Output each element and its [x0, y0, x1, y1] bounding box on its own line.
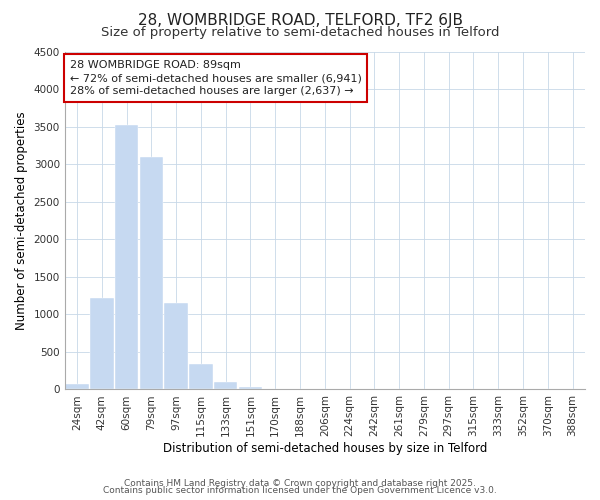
- Bar: [189, 364, 213, 390]
- Text: Contains HM Land Registry data © Crown copyright and database right 2025.: Contains HM Land Registry data © Crown c…: [124, 478, 476, 488]
- Bar: [164, 303, 188, 390]
- Bar: [214, 382, 238, 390]
- Bar: [115, 125, 139, 390]
- Y-axis label: Number of semi-detached properties: Number of semi-detached properties: [15, 111, 28, 330]
- X-axis label: Distribution of semi-detached houses by size in Telford: Distribution of semi-detached houses by …: [163, 442, 487, 455]
- Bar: [65, 384, 89, 390]
- Text: Size of property relative to semi-detached houses in Telford: Size of property relative to semi-detach…: [101, 26, 499, 39]
- Text: Contains public sector information licensed under the Open Government Licence v3: Contains public sector information licen…: [103, 486, 497, 495]
- Bar: [239, 387, 262, 390]
- Text: 28, WOMBRIDGE ROAD, TELFORD, TF2 6JB: 28, WOMBRIDGE ROAD, TELFORD, TF2 6JB: [137, 12, 463, 28]
- Bar: [140, 156, 163, 390]
- Bar: [90, 298, 113, 390]
- Text: 28 WOMBRIDGE ROAD: 89sqm
← 72% of semi-detached houses are smaller (6,941)
28% o: 28 WOMBRIDGE ROAD: 89sqm ← 72% of semi-d…: [70, 60, 362, 96]
